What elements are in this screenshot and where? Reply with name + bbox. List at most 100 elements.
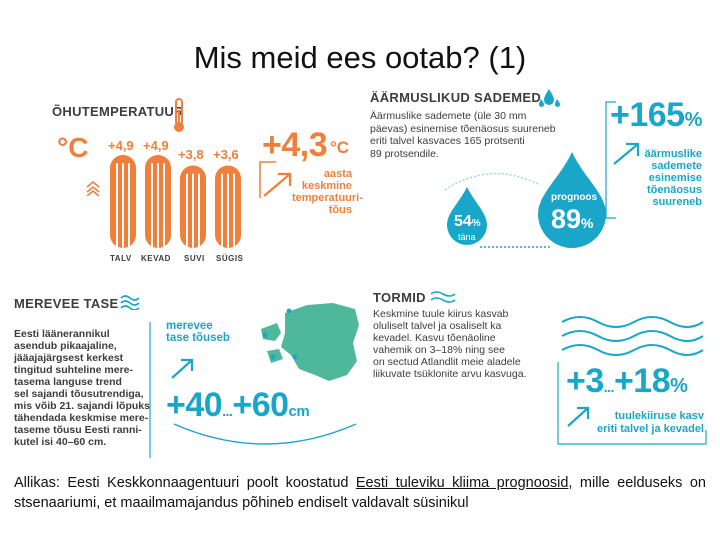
season-sugis: SÜGIS	[216, 254, 244, 263]
arrows-up-icon	[86, 180, 100, 196]
storm-desc-line-5: on sectud Atlandlit meie aladele	[373, 356, 521, 368]
precipitation-big-caption: äärmuslike sademete esinemise tõenäosus …	[630, 148, 702, 208]
forecast-unit: %	[581, 215, 594, 231]
forecast-label: prognoos	[551, 192, 598, 203]
storm-desc-line-6: liikuvate tsüklonite arvu kasvuga.	[373, 368, 527, 380]
temperature-big-value: +4,3	[262, 126, 328, 164]
storm-big-dots: ...	[603, 379, 615, 395]
precip-frame-line	[605, 101, 616, 219]
precip-caption-line-2: sademete	[651, 160, 702, 172]
sea-level-label: merevee tase tõuseb	[166, 320, 230, 344]
temperature-bar	[180, 165, 206, 248]
temp-caption-line-2: keskmine	[301, 180, 352, 192]
storm-desc-line-4: vahemik on 3–18% ning see	[373, 344, 505, 356]
precip-big-number: +165	[610, 96, 685, 134]
sea-desc-line-5: tasema languse trend	[14, 376, 122, 388]
footer-text-1: Allikas: Eesti Keskkonnaagentuuri poolt …	[14, 475, 356, 491]
season-suvi: SUVI	[184, 254, 205, 263]
forecast-drop-icon	[538, 152, 606, 248]
storms-frame-line	[557, 362, 707, 445]
storms-description: Keskmine tuule kiirus kasvab oluliselt t…	[373, 308, 553, 380]
sea-desc-line-2: asendub pikaajaline,	[14, 340, 117, 352]
forecast-source-link[interactable]: Eesti tuleviku kliima prognoosid	[355, 475, 569, 491]
thermometer-icon	[174, 98, 184, 132]
storm-desc-line-2: oluliselt talvel ja osaliselt ka	[373, 320, 502, 332]
temperature-bar	[215, 165, 241, 248]
sea-level-heading: MEREVEE TASE	[14, 296, 119, 311]
temp-value-kevad: +4,9	[143, 138, 169, 153]
sea-desc-line-1: Eesti läänerannikul	[14, 328, 110, 340]
temperature-big-unit: °C	[330, 138, 350, 157]
precipitation-heading: ÄÄRMUSLIKUD SADEMED	[370, 90, 542, 105]
precip-caption-line-3: esinemise	[648, 172, 702, 184]
precip-trend-arrow-icon	[613, 142, 640, 165]
precipitation-description: Äärmuslike sademete (üle 30 mm päevas) e…	[370, 110, 570, 160]
sea-level-big-value: +40...+60cm	[166, 386, 310, 425]
storms-big-value: +3...+18%	[566, 362, 688, 401]
today-value: 54%	[454, 213, 481, 231]
storm-wave-lines	[561, 316, 704, 356]
temperature-bar	[110, 155, 136, 248]
storm-big-to: +18	[613, 362, 671, 400]
storm-big-from: +3	[566, 362, 604, 400]
storms-label: tuulekiiruse kasv eriti talvel ja kevade…	[590, 410, 704, 435]
estonia-map	[261, 303, 359, 381]
sea-desc-line-8: tähendada keskmise mere-	[14, 412, 149, 424]
sea-desc-line-7: mis võib 21. sajandi lõpuks	[14, 400, 150, 412]
temp-caption-line-1: aasta	[323, 168, 352, 180]
precip-desc-line-4: 89 protsendile.	[370, 147, 439, 160]
sea-big-from: +40	[166, 386, 223, 424]
storms-heading: TORMID	[373, 290, 426, 305]
sea-big-dots: ...	[222, 403, 233, 419]
sea-desc-line-10: kutel isi 40–60 cm.	[14, 436, 107, 448]
slide-title: Mis meid ees ootab? (1)	[193, 40, 527, 75]
temperature-bar	[145, 155, 171, 248]
temperature-unit: °C	[57, 132, 89, 163]
precip-desc-line-2: päevas) esinemise tõenäosus suureneb	[370, 122, 556, 135]
sea-desc-line-9: taseme tõusu Eesti ranni-	[14, 424, 142, 436]
temperature-big-caption: aasta keskmine temperatuuri- tõus	[292, 168, 363, 216]
footer-text-2: , mille eelduseks on stsenaariumi, et ma…	[14, 475, 706, 511]
sea-desc-line-6: sel sajandi tõusutrendiga,	[14, 388, 144, 400]
temperature-frame-line	[259, 161, 276, 198]
storm-desc-line-1: Keskmine tuule kiirus kasvab	[373, 308, 509, 320]
storm-desc-line-3: kevadel. Kasvu tõenäoline	[373, 332, 496, 344]
sea-desc-line-4: tingitud suhteline mere-	[14, 364, 134, 376]
today-unit: %	[471, 218, 481, 229]
storm-waves-icon	[430, 291, 456, 303]
forecast-value: 89%	[551, 204, 594, 235]
source-footer: Allikas: Eesti Keskkonnaagentuuri poolt …	[14, 473, 706, 513]
sea-big-unit: cm	[288, 403, 310, 420]
raindrops-icon	[539, 89, 560, 107]
temperature-heading: ÕHUTEMPERATUUR	[52, 104, 184, 119]
precip-big-unit: %	[684, 109, 703, 131]
precip-caption-line-4: tõenäosus	[646, 184, 702, 196]
temp-caption-line-3: temperatuuri-	[292, 192, 363, 204]
temp-value-talv: +4,9	[108, 138, 134, 153]
forecast-number: 89	[551, 204, 582, 234]
sea-trend-arrow-icon	[171, 358, 194, 379]
storm-big-unit: %	[670, 375, 688, 397]
storm-label-line-2: eriti talvel ja kevadel	[596, 422, 704, 435]
temp-value-suvi: +3,8	[178, 147, 204, 162]
precip-desc-line-3: eriti talvel kasvaces 165 protsenti	[370, 135, 525, 147]
sea-big-to: +60	[232, 386, 289, 424]
today-drop-icon	[447, 187, 487, 245]
precip-desc-line-1: Äärmuslike sademete (üle 30 mm	[370, 110, 527, 122]
precip-caption-line-1: äärmuslike	[644, 148, 702, 160]
temperature-bars	[104, 140, 254, 250]
sea-level-description: Eesti läänerannikul asendub pikaajaline,…	[14, 328, 164, 448]
precip-caption-line-5: suureneb	[652, 196, 702, 208]
sea-label-line-1: merevee	[166, 320, 213, 332]
sea-label-line-2: tase tõuseb	[166, 332, 230, 344]
trend-arrow-icon	[263, 172, 292, 197]
storm-label-line-1: tuulekiiruse kasv	[614, 410, 704, 422]
sea-desc-line-3: jääajajärgsest kerkest	[14, 352, 124, 364]
precipitation-big-value: +165%	[610, 96, 702, 135]
today-label: täna	[458, 232, 476, 242]
today-number: 54	[454, 213, 472, 230]
temp-caption-line-4: tõus	[328, 204, 352, 216]
sea-frame-line	[149, 322, 151, 458]
sea-curve	[173, 423, 357, 445]
waves-icon	[120, 295, 140, 310]
